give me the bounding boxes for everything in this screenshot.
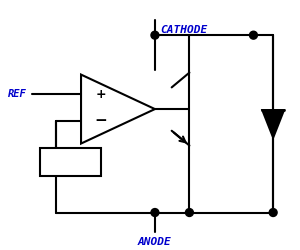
Text: ANODE: ANODE	[138, 237, 172, 247]
Text: −: −	[94, 114, 107, 128]
Circle shape	[250, 31, 257, 39]
Circle shape	[269, 208, 277, 216]
Circle shape	[151, 31, 159, 39]
Circle shape	[185, 208, 194, 216]
Text: 2.5V: 2.5V	[57, 157, 84, 167]
FancyBboxPatch shape	[40, 148, 101, 176]
Text: REF: REF	[8, 89, 27, 99]
Circle shape	[151, 208, 159, 216]
Polygon shape	[262, 110, 284, 138]
Text: CATHODE: CATHODE	[160, 25, 207, 35]
Text: +: +	[95, 88, 106, 101]
